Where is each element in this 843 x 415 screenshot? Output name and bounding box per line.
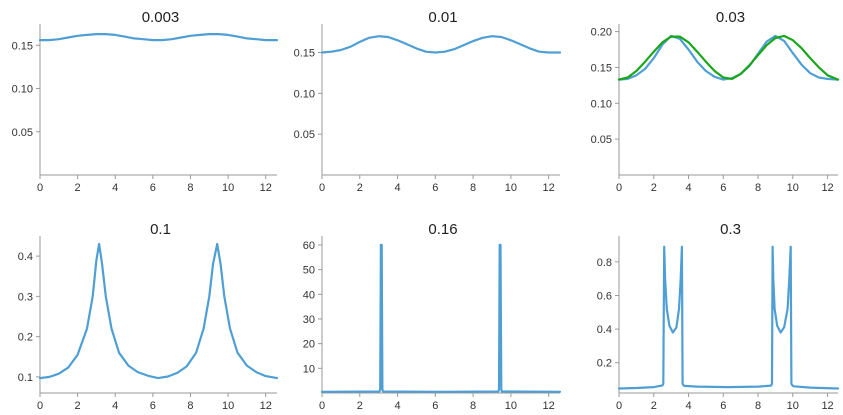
x-tick-label: 6	[432, 182, 438, 194]
x-tick-label: 0	[319, 400, 325, 412]
x-tick-label: 0	[616, 400, 622, 412]
series-line-blue	[38, 242, 279, 380]
x-tick-label: 10	[787, 182, 799, 194]
chart-title: 0.01	[428, 9, 457, 26]
x-tick-label: 2	[651, 400, 657, 412]
x-tick-label: 4	[685, 182, 691, 194]
y-tick-label: 20	[303, 339, 315, 351]
x-tick-label: 10	[505, 182, 517, 194]
y-tick-label: 0.05	[591, 134, 612, 146]
y-tick-label: 0.10	[12, 84, 33, 96]
y-tick-label: 0.4	[597, 324, 612, 336]
chart-title: 0.003	[142, 9, 180, 26]
chart-panel-2: 0.01 0 2 4 6 8 10 12 0.05 0.10 0.15	[294, 9, 562, 194]
x-tick-label: 10	[222, 182, 234, 194]
chart-title: 0.16	[428, 221, 457, 238]
y-tick-label: 50	[303, 265, 315, 277]
x-tick-label: 8	[187, 182, 193, 194]
x-tick-label: 6	[432, 400, 438, 412]
y-tick-label: 0.8	[597, 257, 612, 269]
x-tick-label: 8	[470, 400, 476, 412]
series-line-blue	[617, 34, 840, 81]
chart-panel-1: 0.003 0 2 4 6 8 10 12 0.05 0.10 0.15	[12, 9, 279, 194]
y-tick-label: 10	[303, 363, 315, 375]
x-tick-label: 4	[112, 182, 118, 194]
x-tick-label: 2	[357, 400, 363, 412]
x-tick-label: 12	[543, 400, 555, 412]
y-tick-label: 0.2	[18, 332, 33, 344]
x-tick-label: 4	[394, 400, 400, 412]
x-tick-label: 0	[616, 182, 622, 194]
chart-panel-4: 0.1 0 2 4 6 8 10 12 0.1 0.2 0.3 0.4	[18, 221, 279, 412]
x-tick-label: 2	[651, 182, 657, 194]
y-tick-label: 30	[303, 314, 315, 326]
x-tick-label: 4	[685, 400, 691, 412]
x-tick-label: 6	[720, 182, 726, 194]
y-tick-label: 0.15	[591, 62, 612, 74]
x-tick-label: 8	[755, 400, 761, 412]
x-tick-label: 2	[75, 182, 81, 194]
x-tick-label: 6	[150, 400, 156, 412]
y-tick-label: 0.15	[294, 48, 315, 60]
x-tick-label: 8	[470, 182, 476, 194]
y-tick-label: 0.10	[591, 98, 612, 110]
x-tick-label: 4	[394, 182, 400, 194]
series-line-blue	[320, 35, 562, 54]
x-tick-label: 8	[187, 400, 193, 412]
chart-panel-3: 0.03 0 2 4 6 8 10 12 0.05 0.10 0.15 0.20	[591, 9, 840, 194]
x-tick-label: 2	[357, 182, 363, 194]
series-line-green	[617, 34, 840, 81]
x-tick-label: 2	[75, 400, 81, 412]
y-tick-label: 60	[303, 240, 315, 252]
series-line-blue	[617, 245, 840, 390]
chart-panel-5: 0.16 0 2 4 6 8 10 12 10 20 30 40 50 60	[303, 221, 562, 412]
x-tick-label: 6	[720, 400, 726, 412]
series-line-blue	[320, 243, 562, 393]
x-tick-label: 10	[222, 400, 234, 412]
x-tick-label: 10	[787, 400, 799, 412]
x-tick-label: 4	[112, 400, 118, 412]
chart-panel-6: 0.3 0 2 4 6 8 10 12 0.2 0.4 0.6 0.8	[597, 221, 840, 412]
x-tick-label: 12	[543, 182, 555, 194]
x-tick-label: 8	[755, 182, 761, 194]
y-tick-label: 0.2	[597, 358, 612, 370]
y-tick-label: 0.1	[18, 372, 33, 384]
y-tick-label: 0.4	[18, 251, 33, 263]
y-tick-label: 0.20	[591, 27, 612, 39]
chart-title: 0.3	[720, 221, 741, 238]
x-tick-label: 12	[821, 400, 833, 412]
x-tick-label: 10	[505, 400, 517, 412]
y-tick-label: 0.05	[12, 127, 33, 139]
x-tick-label: 0	[319, 182, 325, 194]
y-tick-label: 40	[303, 289, 315, 301]
chart-title: 0.1	[150, 221, 171, 238]
y-tick-label: 0.15	[12, 40, 33, 52]
y-tick-label: 0.10	[294, 88, 315, 100]
y-tick-label: 0.05	[294, 129, 315, 141]
x-tick-label: 6	[150, 182, 156, 194]
y-tick-label: 0.6	[597, 290, 612, 302]
x-tick-label: 12	[821, 182, 833, 194]
x-tick-label: 12	[260, 182, 272, 194]
x-tick-label: 0	[37, 182, 43, 194]
series-line-blue	[38, 33, 279, 42]
y-tick-label: 0.3	[18, 291, 33, 303]
x-tick-label: 12	[260, 400, 272, 412]
chart-title: 0.03	[716, 9, 745, 26]
x-tick-label: 0	[37, 400, 43, 412]
